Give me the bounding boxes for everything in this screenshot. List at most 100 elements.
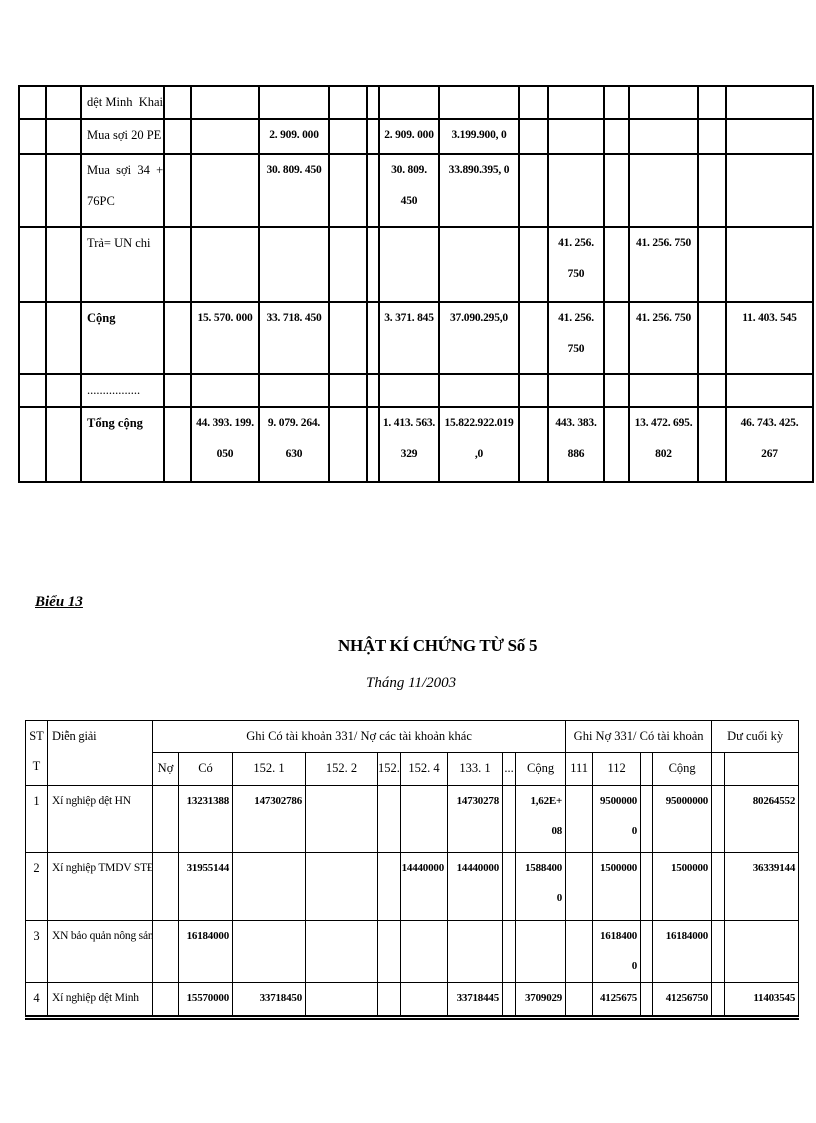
cell: 41. 256. 750 [628, 226, 699, 303]
cell [628, 85, 699, 120]
cell [518, 406, 549, 483]
cell [18, 406, 47, 483]
header-row-accounts: Nợ Có 152. 1 152. 2 152. 3 152. 4 133. 1… [26, 752, 800, 786]
cell: 1500000 [652, 852, 713, 921]
header-dien-giai: Diễn giải [47, 720, 153, 786]
header-stt: ST T [25, 720, 48, 786]
cell: 1588400 0 [514, 852, 567, 921]
cell: 31955144 [178, 852, 233, 921]
table-row: Mua sợi 34 + 76PC 30. 809. 450 30. 809. … [18, 153, 814, 228]
document-subtitle: Tháng 11/2003 [366, 675, 457, 691]
cell [45, 118, 82, 155]
cell [45, 153, 82, 228]
cell [603, 118, 630, 155]
cell: 1618400 0 [592, 920, 642, 983]
cell: 46. 743. 425. 267 [725, 406, 814, 483]
cell [45, 301, 82, 375]
cell [328, 118, 368, 155]
journal-table-continuation: dệt Minh Khai Mua sợi 20 PE 2. 909. 000 [18, 85, 814, 483]
cell [603, 406, 630, 483]
cell-description: XN bảo quản nông sản [47, 920, 153, 983]
cell [697, 153, 727, 228]
cell [518, 118, 549, 155]
cell [603, 373, 630, 408]
cell [697, 226, 727, 303]
cell: 41. 256. 750 [628, 301, 699, 375]
cell [366, 226, 380, 303]
cell [45, 373, 82, 408]
table-row: 1 Xí nghiệp dệt HN 13231388 147302786 14… [25, 785, 800, 853]
cell [328, 406, 368, 483]
cell: 4125675 [592, 982, 642, 1018]
cell [711, 785, 726, 853]
header-co: Có [178, 752, 233, 786]
cell [377, 982, 401, 1018]
cell: 2. 909. 000 [378, 118, 440, 155]
cell [628, 153, 699, 228]
cell [152, 920, 179, 983]
cell: 37.090.295,0 [438, 301, 520, 375]
cell: 16184000 [178, 920, 233, 983]
caption-bieu-13: Biểu 13 [35, 594, 83, 610]
header-cong-1: Cộng [514, 752, 567, 786]
cell [711, 982, 726, 1018]
cell [305, 852, 378, 921]
cell [377, 785, 401, 853]
cell [697, 118, 727, 155]
cell [190, 118, 260, 155]
cell [190, 373, 260, 408]
cell: 1500000 [592, 852, 642, 921]
table-row: 2 Xí nghiệp TMDV STĐ 31955144 14440000 1… [25, 852, 800, 921]
document-title: NHẬT KÍ CHỨNG TỪ Số 5 [338, 636, 538, 655]
table-row: 3 XN bảo quản nông sản 16184000 1618400 … [25, 920, 800, 983]
cell: 2. 909. 000 [258, 118, 330, 155]
cell [725, 85, 814, 120]
cell [628, 373, 699, 408]
cell [328, 301, 368, 375]
cell [603, 301, 630, 375]
header-dots: ... [502, 752, 516, 786]
cell [377, 852, 401, 921]
cell [518, 85, 549, 120]
header-blank-3 [724, 752, 800, 786]
cell [152, 785, 179, 853]
cell-description: Mua sợi 34 + 76PC [80, 153, 165, 228]
cell [366, 301, 380, 375]
cell-stt: 1 [25, 785, 48, 853]
cell [603, 85, 630, 120]
cell [518, 301, 549, 375]
cell [163, 85, 192, 120]
cell [190, 153, 260, 228]
cell [152, 982, 179, 1018]
journal-table-nkct5: ST T Diễn giải Ghi Có tài khoản 331/ Nợ … [25, 720, 800, 1020]
cell: 13. 472. 695. 802 [628, 406, 699, 483]
cell: 16184000 [652, 920, 713, 983]
cell [378, 373, 440, 408]
cell [366, 373, 380, 408]
cell-dots: ................. [80, 373, 165, 408]
cell [190, 226, 260, 303]
cell [328, 153, 368, 228]
cell [163, 153, 192, 228]
cell: 11. 403. 545 [725, 301, 814, 375]
cell [502, 852, 516, 921]
cell: 36339144 [724, 852, 800, 921]
cell [628, 118, 699, 155]
cell: 1. 413. 563. 329 [378, 406, 440, 483]
cell [18, 226, 47, 303]
cell: 443. 383. 886 [547, 406, 605, 483]
cell [400, 982, 448, 1018]
cell [438, 373, 520, 408]
cell [640, 852, 654, 921]
cell [565, 982, 594, 1018]
cell [711, 920, 726, 983]
header-blank-1 [640, 752, 654, 786]
cell [725, 153, 814, 228]
header-du-cuoi-ky: Dư cuối kỳ [711, 720, 800, 753]
cell [697, 85, 727, 120]
cell [366, 153, 380, 228]
cell [640, 982, 654, 1018]
table-row: 4 Xí nghiệp dệt Minh 15570000 33718450 3… [25, 982, 800, 1018]
cell [152, 852, 179, 921]
